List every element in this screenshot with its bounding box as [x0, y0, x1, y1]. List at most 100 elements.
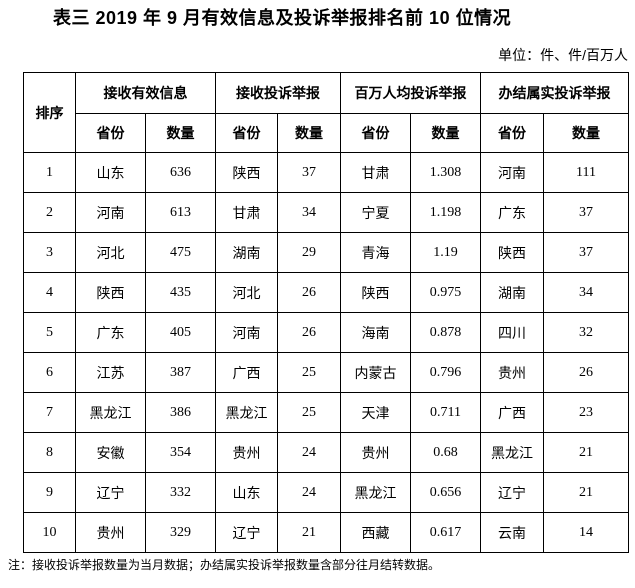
value-cell: 435 — [145, 272, 216, 313]
group-header-complaints-received: 接收投诉举报 — [215, 72, 341, 114]
document-page: 表三 2019 年 9 月有效信息及投诉举报排名前 10 位情况 单位：件、件/… — [0, 6, 635, 588]
value-cell: 25 — [277, 392, 341, 433]
province-cell: 湖南 — [480, 272, 544, 313]
value-cell: 0.68 — [410, 432, 481, 473]
value-cell: 387 — [145, 352, 216, 393]
ranking-table: 排序 接收有效信息 接收投诉举报 百万人均投诉举报 办结属实投诉举报 省份 数量… — [23, 72, 629, 553]
rank-cell: 4 — [23, 272, 76, 313]
value-cell: 37 — [543, 232, 629, 273]
province-cell: 贵州 — [480, 352, 544, 393]
rank-cell: 2 — [23, 192, 76, 233]
value-cell: 21 — [543, 432, 629, 473]
value-cell: 0.711 — [410, 392, 481, 433]
province-cell: 广东 — [480, 192, 544, 233]
province-cell: 湖南 — [215, 232, 278, 273]
value-cell: 26 — [277, 272, 341, 313]
rank-cell: 1 — [23, 152, 76, 193]
province-cell: 山东 — [75, 152, 146, 193]
value-cell: 332 — [145, 472, 216, 513]
col-header-rank: 排序 — [23, 72, 76, 153]
value-cell: 111 — [543, 152, 629, 193]
province-cell: 河南 — [480, 152, 544, 193]
province-cell: 甘肃 — [340, 152, 411, 193]
table-row: 4 陕西 435 河北 26 陕西 0.975 湖南 34 — [23, 272, 629, 313]
group-header-valid-info: 接收有效信息 — [75, 72, 216, 114]
province-cell: 陕西 — [215, 152, 278, 193]
sub-header-province: 省份 — [340, 113, 411, 153]
province-cell: 陕西 — [75, 272, 146, 313]
table-row: 5 广东 405 河南 26 海南 0.878 四川 32 — [23, 312, 629, 353]
value-cell: 0.617 — [410, 512, 481, 553]
province-cell: 贵州 — [340, 432, 411, 473]
province-cell: 贵州 — [75, 512, 146, 553]
province-cell: 甘肃 — [215, 192, 278, 233]
group-header-complaints-per-million: 百万人均投诉举报 — [340, 72, 481, 114]
province-cell: 天津 — [340, 392, 411, 433]
group-header-row: 排序 接收有效信息 接收投诉举报 百万人均投诉举报 办结属实投诉举报 — [23, 72, 629, 153]
province-cell: 安徽 — [75, 432, 146, 473]
table-row: 8 安徽 354 贵州 24 贵州 0.68 黑龙江 21 — [23, 432, 629, 473]
rank-cell: 7 — [23, 392, 76, 433]
value-cell: 14 — [543, 512, 629, 553]
province-cell: 贵州 — [215, 432, 278, 473]
sub-header-quantity: 数量 — [277, 113, 341, 153]
table-row: 6 江苏 387 广西 25 内蒙古 0.796 贵州 26 — [23, 352, 629, 393]
table-row: 9 辽宁 332 山东 24 黑龙江 0.656 辽宁 21 — [23, 472, 629, 513]
unit-label: 单位：件、件/百万人 — [498, 47, 628, 63]
value-cell: 34 — [543, 272, 629, 313]
province-cell: 青海 — [340, 232, 411, 273]
sub-header-quantity: 数量 — [145, 113, 216, 153]
sub-header-quantity: 数量 — [543, 113, 629, 153]
value-cell: 1.308 — [410, 152, 481, 193]
value-cell: 26 — [277, 312, 341, 353]
value-cell: 37 — [277, 152, 341, 193]
value-cell: 1.19 — [410, 232, 481, 273]
province-cell: 西藏 — [340, 512, 411, 553]
sub-header-province: 省份 — [215, 113, 278, 153]
province-cell: 陕西 — [480, 232, 544, 273]
rank-cell: 6 — [23, 352, 76, 393]
province-cell: 辽宁 — [480, 472, 544, 513]
value-cell: 25 — [277, 352, 341, 393]
value-cell: 21 — [277, 512, 341, 553]
province-cell: 黑龙江 — [340, 472, 411, 513]
table-row: 10 贵州 329 辽宁 21 西藏 0.617 云南 14 — [23, 512, 629, 553]
value-cell: 475 — [145, 232, 216, 273]
value-cell: 37 — [543, 192, 629, 233]
group-header-complaints-resolved: 办结属实投诉举报 — [480, 72, 629, 114]
value-cell: 24 — [277, 432, 341, 473]
province-cell: 江苏 — [75, 352, 146, 393]
rank-cell: 3 — [23, 232, 76, 273]
sub-header-province: 省份 — [75, 113, 146, 153]
value-cell: 0.975 — [410, 272, 481, 313]
province-cell: 辽宁 — [75, 472, 146, 513]
table-row: 2 河南 613 甘肃 34 宁夏 1.198 广东 37 — [23, 192, 629, 233]
rank-cell: 8 — [23, 432, 76, 473]
value-cell: 405 — [145, 312, 216, 353]
province-cell: 四川 — [480, 312, 544, 353]
table-row: 1 山东 636 陕西 37 甘肃 1.308 河南 111 — [23, 152, 629, 193]
sub-header-row: 省份 数量 省份 数量 省份 数量 省份 数量 — [24, 113, 629, 153]
value-cell: 21 — [543, 472, 629, 513]
footnote: 注：接收投诉举报数量为当月数据；办结属实投诉举报数量含部分往月结转数据。 — [8, 558, 441, 572]
province-cell: 黑龙江 — [215, 392, 278, 433]
province-cell: 海南 — [340, 312, 411, 353]
province-cell: 黑龙江 — [480, 432, 544, 473]
province-cell: 陕西 — [340, 272, 411, 313]
province-cell: 河南 — [215, 312, 278, 353]
sub-header-quantity: 数量 — [410, 113, 481, 153]
value-cell: 1.198 — [410, 192, 481, 233]
province-cell: 河南 — [75, 192, 146, 233]
value-cell: 329 — [145, 512, 216, 553]
province-cell: 广西 — [480, 392, 544, 433]
province-cell: 广东 — [75, 312, 146, 353]
page-title: 表三 2019 年 9 月有效信息及投诉举报排名前 10 位情况 — [53, 8, 512, 28]
value-cell: 354 — [145, 432, 216, 473]
table-row: 3 河北 475 湖南 29 青海 1.19 陕西 37 — [23, 232, 629, 273]
province-cell: 河北 — [75, 232, 146, 273]
province-cell: 宁夏 — [340, 192, 411, 233]
rank-cell: 10 — [23, 512, 76, 553]
province-cell: 云南 — [480, 512, 544, 553]
province-cell: 内蒙古 — [340, 352, 411, 393]
table-row: 7 黑龙江 386 黑龙江 25 天津 0.711 广西 23 — [23, 392, 629, 433]
